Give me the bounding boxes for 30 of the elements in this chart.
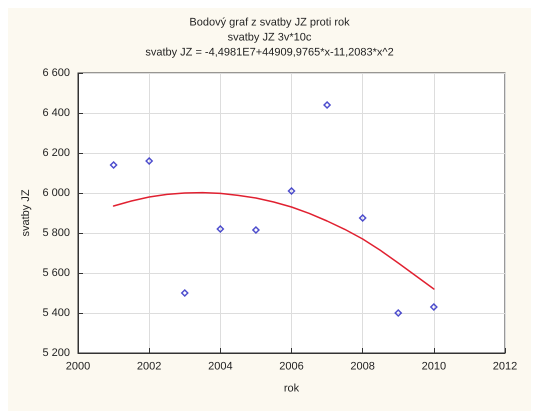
x-tick-label: 2012: [492, 360, 518, 372]
y-tick-label: 5 200: [42, 347, 70, 359]
point: [288, 187, 296, 195]
chart-title: Bodový graf z svatby JZ proti rok: [189, 16, 350, 28]
y-tick-label: 6 000: [42, 187, 70, 199]
x-axis-title: rok: [284, 382, 300, 394]
y-axis-title: svatby JZ: [20, 189, 32, 237]
line-series: [112, 192, 435, 290]
point: [430, 303, 438, 311]
point: [358, 214, 366, 222]
point: [394, 309, 402, 317]
point: [252, 226, 260, 234]
x-tick-label: 2002: [136, 360, 162, 372]
x-tick-label: 2008: [350, 360, 375, 372]
y-tick-label: 5 800: [42, 227, 70, 239]
point: [110, 161, 118, 169]
point: [216, 225, 224, 233]
y-tick-label: 5 600: [42, 267, 70, 279]
point: [323, 101, 331, 109]
x-tick-label: 2000: [66, 360, 90, 372]
point: [145, 157, 153, 165]
x-tick-label: 2004: [208, 360, 233, 372]
point: [181, 289, 188, 297]
chart-subtitle: svatby JZ 3v*10c svatby JZ = -4,4981E7+44909,9765*x-11,2083*x^2: [145, 32, 394, 58]
y-tick-label: 6 200: [42, 147, 70, 159]
x-tick-label: 2010: [422, 360, 446, 372]
x-tick-label: 2006: [279, 360, 304, 372]
y-tick-label: 6 400: [42, 107, 70, 119]
y-tick-label: 6 600: [42, 67, 70, 79]
y-tick-label: 5 400: [42, 307, 70, 319]
